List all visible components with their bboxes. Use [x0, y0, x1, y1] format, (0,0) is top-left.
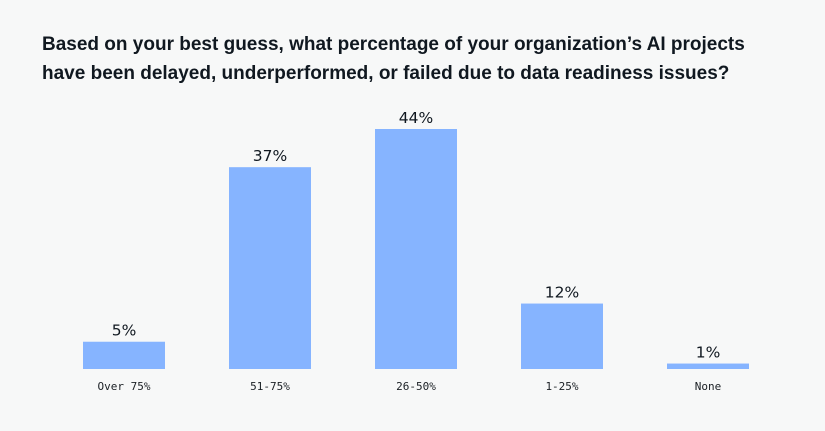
- bar-2: [375, 129, 457, 369]
- value-label-4: 1%: [696, 344, 721, 362]
- value-label-1: 37%: [253, 147, 287, 165]
- value-label-0: 5%: [112, 322, 137, 340]
- category-label-3: 1-25%: [545, 380, 578, 393]
- category-label-4: None: [695, 380, 722, 393]
- value-label-2: 44%: [399, 109, 433, 127]
- bar-1: [229, 167, 311, 369]
- bar-3: [521, 303, 603, 369]
- chart-title: Based on your best guess, what percentag…: [42, 30, 802, 88]
- category-label-0: Over 75%: [98, 380, 151, 393]
- chart-title-line-1: Based on your best guess, what percentag…: [42, 34, 745, 55]
- bar-4: [667, 363, 749, 369]
- chart-title-line-2: have been delayed, underperformed, or fa…: [42, 63, 730, 84]
- category-label-2: 26-50%: [396, 380, 436, 393]
- category-label-1: 51-75%: [250, 380, 290, 393]
- value-label-3: 12%: [545, 284, 579, 302]
- bar-0: [83, 341, 165, 369]
